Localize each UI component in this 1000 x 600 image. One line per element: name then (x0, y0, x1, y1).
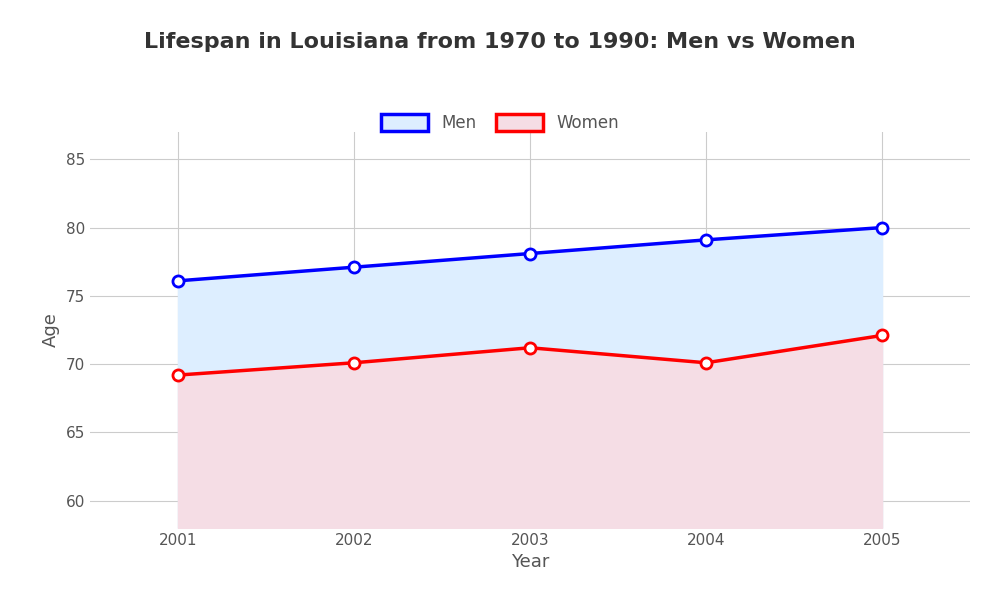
Legend: Men, Women: Men, Women (374, 107, 626, 139)
Text: Lifespan in Louisiana from 1970 to 1990: Men vs Women: Lifespan in Louisiana from 1970 to 1990:… (144, 32, 856, 52)
X-axis label: Year: Year (511, 553, 549, 571)
Y-axis label: Age: Age (42, 313, 60, 347)
